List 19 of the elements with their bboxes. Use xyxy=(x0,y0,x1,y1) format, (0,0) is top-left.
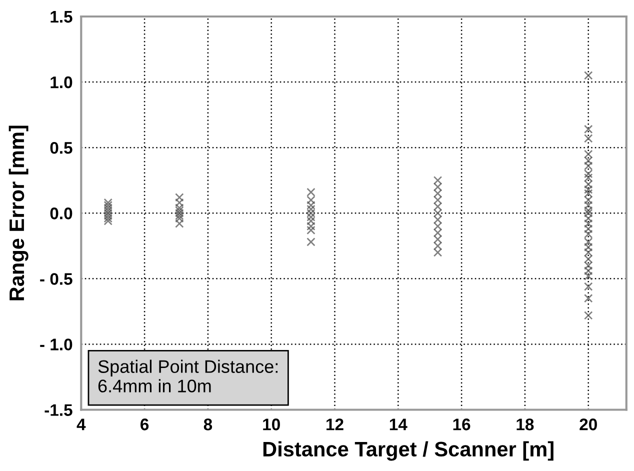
x-tick-label: 8 xyxy=(204,418,212,430)
y-tick-label: - 0.5 xyxy=(40,273,72,285)
x-tick-label: 6 xyxy=(140,418,149,430)
x-tick-label: 18 xyxy=(516,418,534,430)
x-tick-label: 4 xyxy=(76,418,86,430)
y-tick-label: 1.5 xyxy=(50,11,72,23)
y-tick-label: -1.5 xyxy=(44,404,72,416)
x-tick-label: 12 xyxy=(326,418,344,430)
annotation: Spatial Point Distance: 6.4mm in 10m xyxy=(98,360,278,392)
x-tick-label: 20 xyxy=(580,418,597,430)
x-axis-title: Distance Target / Scanner [m] xyxy=(263,441,554,461)
x-tick-label: 16 xyxy=(453,418,470,430)
y-tick-label: 0.0 xyxy=(50,208,72,220)
x-tick-label: 10 xyxy=(263,418,280,430)
y-tick-label: 0.5 xyxy=(50,142,72,154)
x-tick-label: 14 xyxy=(390,418,408,430)
y-tick-label: 1.0 xyxy=(50,76,72,88)
y-axis-title: Range Error [mm] xyxy=(8,126,28,300)
y-tick-label: - 1.0 xyxy=(40,338,72,350)
